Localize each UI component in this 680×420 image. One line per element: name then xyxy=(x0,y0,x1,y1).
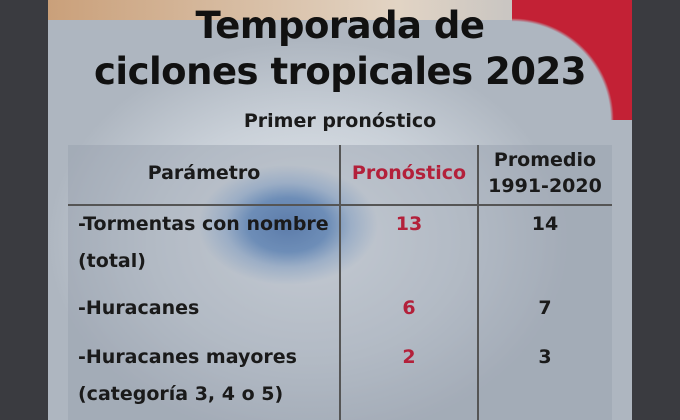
row-label: (total) xyxy=(78,250,146,272)
average-value: 14 xyxy=(531,213,559,235)
table: Parámetro Pronóstico Promedio 1991-2020 -Tor… xyxy=(68,145,612,420)
subtitle: Primer pronóstico xyxy=(243,110,437,132)
column-header: Promedio xyxy=(493,149,597,171)
column-divider xyxy=(477,145,479,420)
forecast-value: 2 xyxy=(402,346,416,368)
average-value: 3 xyxy=(538,346,552,368)
forecast-value: 6 xyxy=(402,297,416,319)
row-label: -Huracanes xyxy=(78,297,200,319)
top-band xyxy=(48,0,632,20)
average-value: 7 xyxy=(538,297,552,319)
row-label: -Huracanes mayores xyxy=(78,346,297,368)
row-label: (categoría 3, 4 o 5) xyxy=(78,383,284,405)
header-divider xyxy=(68,204,612,206)
row-label: -Tormentas con nombre xyxy=(78,213,329,235)
column-header: 1991-2020 xyxy=(488,175,602,197)
column-divider xyxy=(339,145,341,420)
column-header: Parámetro xyxy=(147,162,261,184)
title-line: ciclones tropicales 2023 xyxy=(93,50,587,93)
red-corner xyxy=(512,0,632,120)
forecast-value: 13 xyxy=(395,213,423,235)
title-line: Temporada de xyxy=(195,4,485,47)
column-header: Pronóstico xyxy=(351,162,467,184)
